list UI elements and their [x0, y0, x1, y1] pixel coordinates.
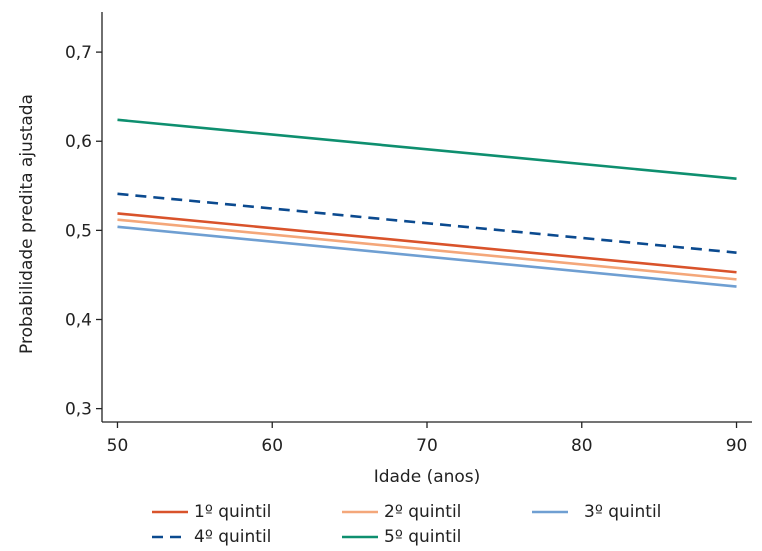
y-tick-label: 0,5 — [65, 221, 92, 241]
legend: 1º quintil 2º quintil 3º quintil 4º quintil… — [152, 502, 661, 547]
legend-label-1: 1º quintil — [194, 502, 271, 522]
axes: 0,3 0,4 0,5 0,6 0,7 50 60 70 80 90 — [65, 12, 752, 456]
y-tick-label: 0,7 — [65, 43, 92, 63]
y-axis-title: Probabilidade predita ajustada — [17, 94, 37, 354]
series-line-2 — [117, 218, 737, 281]
series-lines — [117, 118, 737, 288]
x-tick-label: 90 — [726, 436, 748, 456]
series-line-1 — [117, 212, 737, 274]
legend-label-5: 5º quintil — [384, 527, 461, 547]
series-line-4 — [117, 192, 737, 254]
series-line-3 — [117, 225, 737, 288]
series-line-5 — [117, 118, 737, 180]
x-tick-label: 50 — [107, 436, 129, 456]
legend-label-4: 4º quintil — [194, 527, 271, 547]
y-tick-label: 0,4 — [65, 311, 92, 331]
x-tick-label: 80 — [571, 436, 593, 456]
y-tick-label: 0,6 — [65, 132, 92, 152]
legend-label-2: 2º quintil — [384, 502, 461, 522]
x-tick-label: 60 — [261, 436, 283, 456]
legend-label-3: 3º quintil — [584, 502, 661, 522]
y-tick-label: 0,3 — [65, 400, 92, 420]
x-tick-label: 70 — [416, 436, 438, 456]
x-axis-title: Idade (anos) — [374, 467, 481, 487]
